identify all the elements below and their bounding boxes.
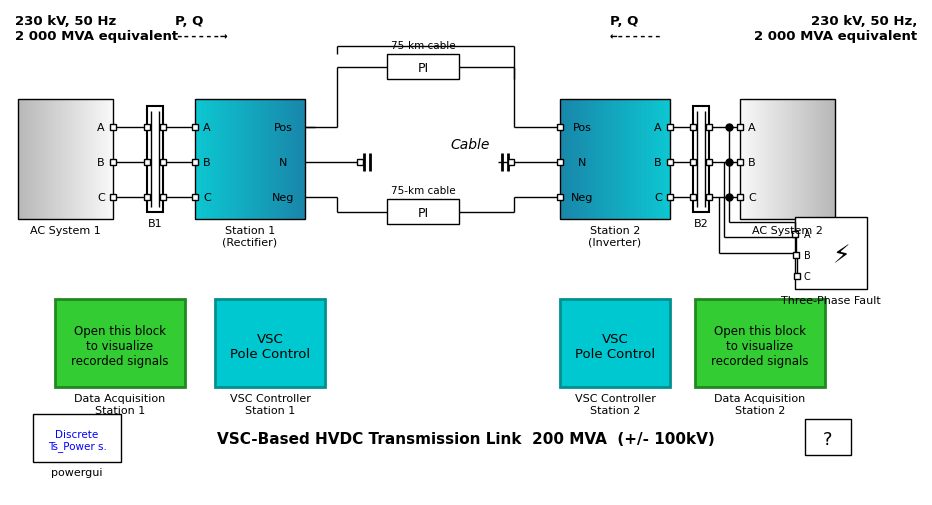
Text: Cable: Cable xyxy=(450,138,489,152)
Text: Neg: Neg xyxy=(570,192,593,203)
Text: A: A xyxy=(748,123,756,133)
Text: Station 1
(Rectifier): Station 1 (Rectifier) xyxy=(223,226,278,247)
Bar xyxy=(693,107,709,213)
Text: A: A xyxy=(803,230,810,239)
Text: Data Acquisition
Station 1: Data Acquisition Station 1 xyxy=(75,393,166,415)
Text: C: C xyxy=(203,192,211,203)
Text: P, Q: P, Q xyxy=(175,15,203,28)
Text: 230 kV, 50 Hz,: 230 kV, 50 Hz, xyxy=(811,15,917,28)
Text: Open this block
to visualize
recorded signals: Open this block to visualize recorded si… xyxy=(71,325,169,368)
Bar xyxy=(18,100,113,220)
Text: C: C xyxy=(803,272,811,281)
Text: VSC
Pole Control: VSC Pole Control xyxy=(230,332,310,360)
Text: VSC Controller
Station 2: VSC Controller Station 2 xyxy=(574,393,655,415)
Text: A: A xyxy=(654,123,662,133)
Bar xyxy=(33,414,121,462)
Text: N: N xyxy=(279,158,287,168)
Text: C: C xyxy=(97,192,105,203)
Text: A: A xyxy=(203,123,211,133)
Text: 75-km cable: 75-km cable xyxy=(391,186,456,195)
Bar xyxy=(387,199,459,225)
Text: powergui: powergui xyxy=(51,467,103,477)
Text: PI: PI xyxy=(418,62,429,75)
Text: Data Acquisition
Station 2: Data Acquisition Station 2 xyxy=(714,393,805,415)
Text: B1: B1 xyxy=(147,219,162,229)
Text: VSC Controller
Station 1: VSC Controller Station 1 xyxy=(229,393,310,415)
Text: Open this block
to visualize
recorded signals: Open this block to visualize recorded si… xyxy=(711,325,809,368)
Text: 75-km cable: 75-km cable xyxy=(391,41,456,51)
Bar xyxy=(695,299,825,387)
Bar xyxy=(795,218,867,289)
Text: B: B xyxy=(97,158,104,168)
Text: Neg: Neg xyxy=(272,192,295,203)
Text: ------→: ------→ xyxy=(175,30,227,43)
Bar xyxy=(55,299,185,387)
Text: B: B xyxy=(203,158,211,168)
Text: B2: B2 xyxy=(693,219,708,229)
Bar xyxy=(560,299,670,387)
Text: P, Q: P, Q xyxy=(610,15,638,28)
Text: B: B xyxy=(803,250,811,261)
Bar xyxy=(387,55,459,80)
Text: ←------: ←------ xyxy=(610,30,663,43)
Text: 230 kV, 50 Hz: 230 kV, 50 Hz xyxy=(15,15,116,28)
Text: AC System 1: AC System 1 xyxy=(30,226,101,235)
Bar xyxy=(740,100,835,220)
Text: Discrete
Ts_Power s.: Discrete Ts_Power s. xyxy=(48,429,106,451)
Text: 2 000 MVA equivalent: 2 000 MVA equivalent xyxy=(15,30,178,43)
Text: B: B xyxy=(654,158,662,168)
Text: ?: ? xyxy=(823,430,833,448)
Text: Pos: Pos xyxy=(274,123,293,133)
Text: PI: PI xyxy=(418,207,429,220)
Text: N: N xyxy=(578,158,586,168)
Bar xyxy=(215,299,325,387)
Bar xyxy=(805,419,851,455)
Text: VSC
Pole Control: VSC Pole Control xyxy=(575,332,655,360)
Bar xyxy=(147,107,163,213)
Text: C: C xyxy=(654,192,662,203)
Text: VSC-Based HVDC Transmission Link  200 MVA  (+/- 100kV): VSC-Based HVDC Transmission Link 200 MVA… xyxy=(217,432,715,446)
Text: ⚡: ⚡ xyxy=(833,243,851,268)
Text: A: A xyxy=(97,123,104,133)
Text: B: B xyxy=(748,158,756,168)
Text: Three-Phase Fault: Three-Phase Fault xyxy=(781,295,881,306)
Bar xyxy=(560,100,670,220)
Text: 2 000 MVA equivalent: 2 000 MVA equivalent xyxy=(754,30,917,43)
Text: Station 2
(Inverter): Station 2 (Inverter) xyxy=(588,226,641,247)
Bar xyxy=(195,100,305,220)
Text: AC System 2: AC System 2 xyxy=(752,226,823,235)
Text: Pos: Pos xyxy=(572,123,592,133)
Text: C: C xyxy=(748,192,756,203)
